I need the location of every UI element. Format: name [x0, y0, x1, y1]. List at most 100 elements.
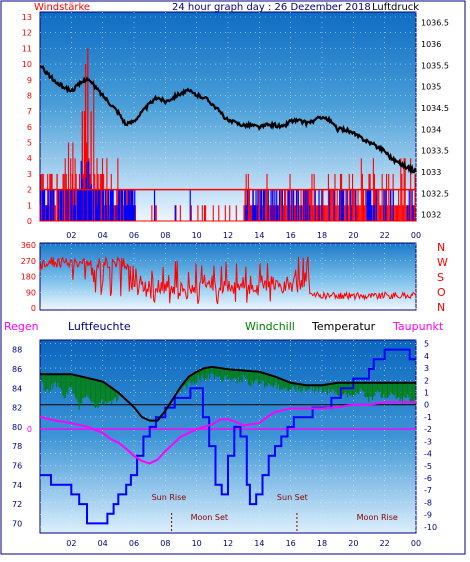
compass-label: S — [437, 271, 444, 284]
wind-bar — [87, 48, 89, 222]
time-tick-label: 18 — [317, 539, 327, 548]
humidity-tick-label: 70 — [12, 519, 22, 528]
wind-speed-bars — [39, 48, 416, 222]
direction-tick-label: 90 — [26, 288, 36, 297]
temperature-tick-label: -5 — [424, 462, 432, 471]
time-tick-label: 14 — [254, 231, 264, 240]
pressure-tick-label: 1034.5 — [421, 104, 449, 113]
compass-label: W — [437, 256, 448, 269]
temperature-tick-label: -8 — [424, 498, 432, 507]
sun-moon-label: Moon Rise — [357, 513, 398, 522]
wind-tick-label: 5 — [27, 139, 32, 148]
time-tick-label: 00 — [411, 539, 421, 548]
sun-moon-label: Sun Set — [277, 493, 308, 502]
time-tick-label: 14 — [254, 539, 264, 548]
wind-tick-label: 7 — [27, 107, 32, 116]
temperature-tick-label: 3 — [424, 364, 429, 373]
wind-tick-label: 9 — [27, 76, 32, 85]
humidity-tick-label: 72 — [12, 500, 22, 509]
temperature-tick-label: -4 — [424, 450, 432, 459]
pressure-tick-label: 1036 — [421, 40, 441, 49]
temperature-tick-label: -10 — [424, 523, 437, 532]
pressure-tick-label: 1033 — [421, 168, 441, 177]
direction-tick-label: 180 — [21, 273, 36, 282]
humidity-tick-label: 86 — [12, 365, 22, 374]
wind-tick-label: 6 — [27, 123, 32, 132]
wind-direction-axis: 0 90 180 270 360 — [21, 241, 36, 313]
direction-tick-label: 360 — [21, 241, 36, 250]
wind-bar — [82, 173, 85, 221]
wind-bar — [84, 64, 87, 221]
time-tick-label: 22 — [380, 539, 390, 548]
temperature-tick-label: -7 — [424, 486, 432, 495]
humidity-tick-label: 78 — [12, 442, 22, 451]
wind-tick-label: 1 — [27, 201, 32, 210]
sun-moon-label: Moon Set — [191, 513, 228, 522]
time-tick-label: 08 — [160, 539, 170, 548]
compass-label: N — [437, 241, 445, 254]
chart-title: 24 hour graph day : 26 Dezember 2018 — [172, 2, 371, 13]
pressure-tick-label: 1035 — [421, 83, 441, 92]
time-tick-label: 02 — [66, 539, 76, 548]
pressure-axis-title: Luftdruck — [372, 2, 419, 13]
wind-tick-label: 13 — [22, 13, 32, 22]
pressure-tick-label: 1032.5 — [421, 189, 449, 198]
time-tick-label: 06 — [129, 231, 139, 240]
regen-tick-label: 0 — [27, 425, 32, 434]
wind-bar — [81, 111, 83, 221]
temperature-tick-label: 5 — [424, 340, 429, 349]
time-tick-label: 12 — [223, 539, 233, 548]
time-tick-label: 06 — [129, 539, 139, 548]
wind-tick-label: 10 — [22, 60, 32, 69]
compass-label: N — [437, 301, 445, 314]
time-tick-label: 20 — [348, 539, 358, 548]
dewpoint-line — [39, 401, 416, 465]
time-tick-label: 00 — [411, 231, 421, 240]
temperature-grid — [40, 340, 417, 533]
humidity-tick-label: 88 — [12, 346, 22, 355]
humidity-tick-label: 84 — [12, 384, 22, 393]
time-tick-label: 18 — [317, 231, 327, 240]
humidity-tick-label: 76 — [12, 461, 22, 470]
time-tick-label: 10 — [192, 231, 202, 240]
wind-bar — [90, 111, 92, 221]
pressure-axis: 1032 1032.5 1033 1033.5 1034 1034.5 1035 1035.5… — [421, 19, 449, 220]
time-axis-bottom: 02 04 06 08 10 12 14 16 18 20 22 00 — [66, 539, 421, 548]
time-tick-label: 16 — [286, 539, 296, 548]
direction-tick-label: 270 — [21, 257, 36, 266]
legend-luftfeuchte: Luftfeuchte — [68, 320, 131, 333]
temperature-tick-label: 0 — [424, 401, 429, 410]
temperature-tick-label: 1 — [424, 389, 429, 398]
wind-tick-label: 12 — [22, 29, 32, 38]
legend-regen: Regen — [4, 320, 39, 333]
humidity-axis: 70 72 74 76 78 80 82 84 86 88 — [12, 346, 22, 529]
time-tick-label: 04 — [98, 539, 108, 548]
time-tick-label: 12 — [223, 231, 233, 240]
time-tick-label: 22 — [380, 231, 390, 240]
pressure-tick-label: 1034 — [421, 125, 441, 134]
humidity-tick-label: 80 — [12, 423, 22, 432]
temperature-tick-label: -1 — [424, 413, 432, 422]
wind-tick-label: 8 — [27, 91, 32, 100]
humidity-line — [40, 348, 416, 525]
humidity-tick-label: 74 — [12, 481, 22, 490]
time-tick-label: 20 — [348, 231, 358, 240]
temperature-tick-label: -9 — [424, 511, 432, 520]
time-axis-top: 02 04 06 08 10 12 14 16 18 20 22 00 — [66, 231, 421, 240]
sun-moon-label: Sun Rise — [152, 493, 187, 502]
time-tick-label: 10 — [192, 539, 202, 548]
legend-temperatur: Temperatur — [311, 320, 376, 333]
windchill-bars — [41, 366, 416, 410]
pressure-tick-label: 1036.5 — [421, 19, 449, 28]
time-tick-label: 16 — [286, 231, 296, 240]
temperature-tick-label: -6 — [424, 474, 432, 483]
wind-tick-label: 11 — [22, 44, 32, 53]
temperature-tick-label: 2 — [424, 376, 429, 385]
pressure-tick-label: 1032 — [421, 211, 441, 220]
time-tick-label: 08 — [160, 231, 170, 240]
wind-tick-label: 4 — [27, 154, 32, 163]
temperature-axis: 5 4 3 2 1 0 -1 -2 -3 -4 -5 -6 -7 -8 -9 -10 — [424, 340, 437, 532]
